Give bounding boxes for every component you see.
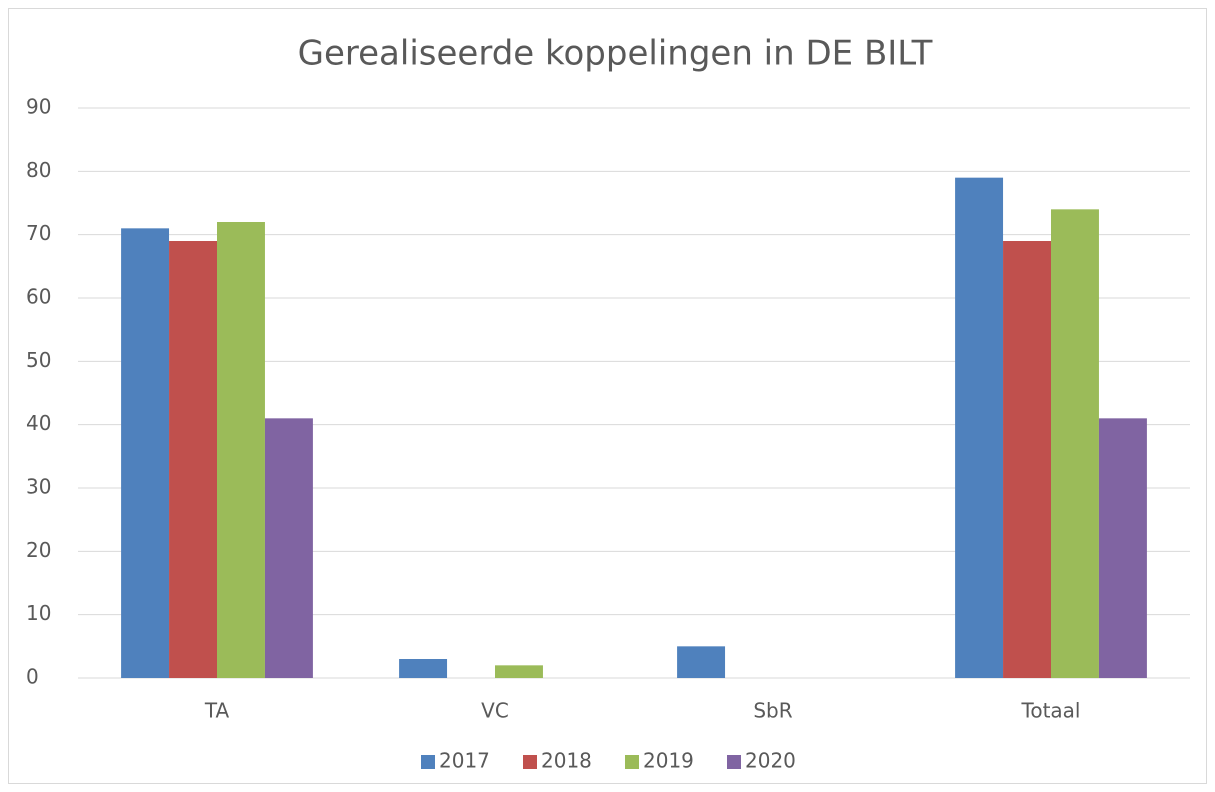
- legend-swatch: [625, 755, 639, 769]
- bar: [264, 418, 313, 678]
- legend-label: 2019: [643, 749, 694, 773]
- y-tick-label: 80: [26, 158, 51, 182]
- bar: [677, 646, 726, 678]
- legend-label: 2020: [745, 749, 796, 773]
- y-tick-label: 50: [26, 348, 51, 372]
- y-tick-label: 0: [26, 665, 39, 689]
- x-tick-label: Totaal: [1021, 699, 1081, 723]
- y-tick-label: 40: [26, 411, 51, 435]
- x-tick-label: SbR: [753, 699, 792, 723]
- x-tick-label: VC: [481, 699, 509, 723]
- chart-title: Gerealiseerde koppelingen in DE BILT: [298, 34, 933, 74]
- legend-swatch: [523, 755, 537, 769]
- bar: [1051, 209, 1099, 679]
- y-tick-label: 90: [26, 95, 51, 119]
- bar: [1003, 241, 1051, 678]
- bar: [399, 659, 448, 678]
- legend-label: 2017: [439, 749, 490, 773]
- legend-swatch: [421, 755, 435, 769]
- y-tick-label: 20: [26, 538, 51, 562]
- y-tick-label: 10: [26, 601, 51, 625]
- bar: [495, 665, 543, 678]
- y-tick-label: 30: [26, 475, 51, 499]
- bar: [217, 222, 265, 678]
- bar: [121, 228, 170, 679]
- bar: [1098, 418, 1147, 678]
- x-tick-label: TA: [204, 699, 230, 723]
- y-tick-label: 60: [26, 285, 51, 309]
- bar: [169, 241, 217, 678]
- bar: [955, 177, 1004, 678]
- legend-label: 2018: [541, 749, 592, 773]
- legend-swatch: [727, 755, 741, 769]
- y-tick-label: 70: [26, 221, 51, 245]
